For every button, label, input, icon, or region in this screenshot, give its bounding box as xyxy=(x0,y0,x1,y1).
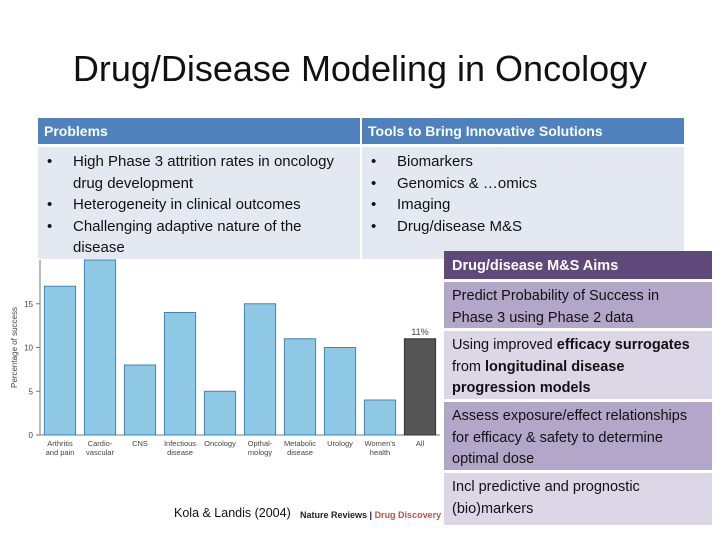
x-tick-label: All xyxy=(416,439,425,448)
bar xyxy=(83,259,117,436)
x-tick-label: mology xyxy=(248,448,272,457)
x-tick-label: CNS xyxy=(132,439,148,448)
x-tick-label: Arthritis xyxy=(47,439,73,448)
y-tick-label: 5 xyxy=(29,387,34,396)
tools-header: Tools to Bring Innovative Solutions xyxy=(362,118,684,144)
x-tick-label: disease xyxy=(167,448,193,457)
x-tick-label: vascular xyxy=(86,448,114,457)
aim-text: from xyxy=(452,358,486,375)
x-tick-label: Women's xyxy=(365,439,396,448)
aim-item: Assess exposure/effect relationships for… xyxy=(444,402,712,470)
y-tick-label: 10 xyxy=(24,344,33,353)
tool-item: Imaging xyxy=(366,194,680,216)
problem-item: High Phase 3 attrition rates in oncology… xyxy=(42,151,356,194)
problems-header: Problems xyxy=(38,118,360,144)
x-tick-label: Metabolic xyxy=(284,439,316,448)
bar xyxy=(283,338,317,436)
aim-item: Using improved efficacy surrogates from … xyxy=(444,331,712,399)
aim-text: Incl predictive and prognostic (bio)mark… xyxy=(452,479,640,517)
aim-text: longitudinal disease progression models xyxy=(452,358,625,397)
bar xyxy=(163,312,197,436)
success-rate-chart: 0 5 10 15 Percentage of success Arthritisand … xyxy=(10,259,440,457)
journal-prefix: Nature Reviews | xyxy=(300,510,375,520)
aim-text: Using improved xyxy=(452,337,557,353)
problem-item: Challenging adaptive nature of the disea… xyxy=(42,216,356,259)
tool-item: Genomics & …omics xyxy=(366,173,680,195)
y-tick-label: 0 xyxy=(29,431,34,440)
x-tick-label: disease xyxy=(287,448,313,457)
aim-text: Predict Probability of Success in Phase … xyxy=(452,288,660,326)
tool-item: Biomarkers xyxy=(366,151,680,173)
aim-item: Incl predictive and prognostic (bio)mark… xyxy=(444,473,712,525)
aim-text: Assess exposure/effect relationships for… xyxy=(452,408,688,467)
journal-name: Drug Discovery xyxy=(374,510,442,520)
tools-cell: Biomarkers Genomics & …omics Imaging Dru… xyxy=(362,147,684,259)
x-tick-label: Oncology xyxy=(204,439,236,448)
bar xyxy=(203,390,237,436)
bar xyxy=(323,347,357,436)
citation: Kola & Landis (2004) xyxy=(174,506,291,520)
journal-credit: Nature Reviews | Drug Discovery xyxy=(300,510,441,520)
aim-text: efficacy surrogates xyxy=(556,337,690,353)
tool-item: Drug/disease M&S xyxy=(366,216,680,238)
x-tick-label: Urology xyxy=(327,439,353,448)
x-tick-label: Infectious xyxy=(164,439,196,448)
slide-title: Drug/Disease Modeling in Oncology xyxy=(72,48,648,89)
aims-header: Drug/disease M&S Aims xyxy=(444,251,712,279)
x-tick-label: Opthal- xyxy=(248,439,273,448)
bar xyxy=(363,399,397,436)
problems-cell: High Phase 3 attrition rates in oncology… xyxy=(38,147,360,259)
bar xyxy=(123,364,157,436)
x-tick-label: Cardio- xyxy=(88,439,113,448)
aim-item: Predict Probability of Success in Phase … xyxy=(444,282,712,328)
x-tick-label: and pain xyxy=(46,448,75,457)
data-label: 11% xyxy=(411,327,428,337)
bar xyxy=(243,303,277,436)
bar xyxy=(43,285,77,436)
x-tick-label: health xyxy=(370,448,390,457)
y-tick-label: 15 xyxy=(24,300,33,309)
bar xyxy=(403,338,437,436)
problem-item: Heterogeneity in clinical outcomes xyxy=(42,194,356,216)
y-axis-label: Percentage of success xyxy=(10,307,19,388)
